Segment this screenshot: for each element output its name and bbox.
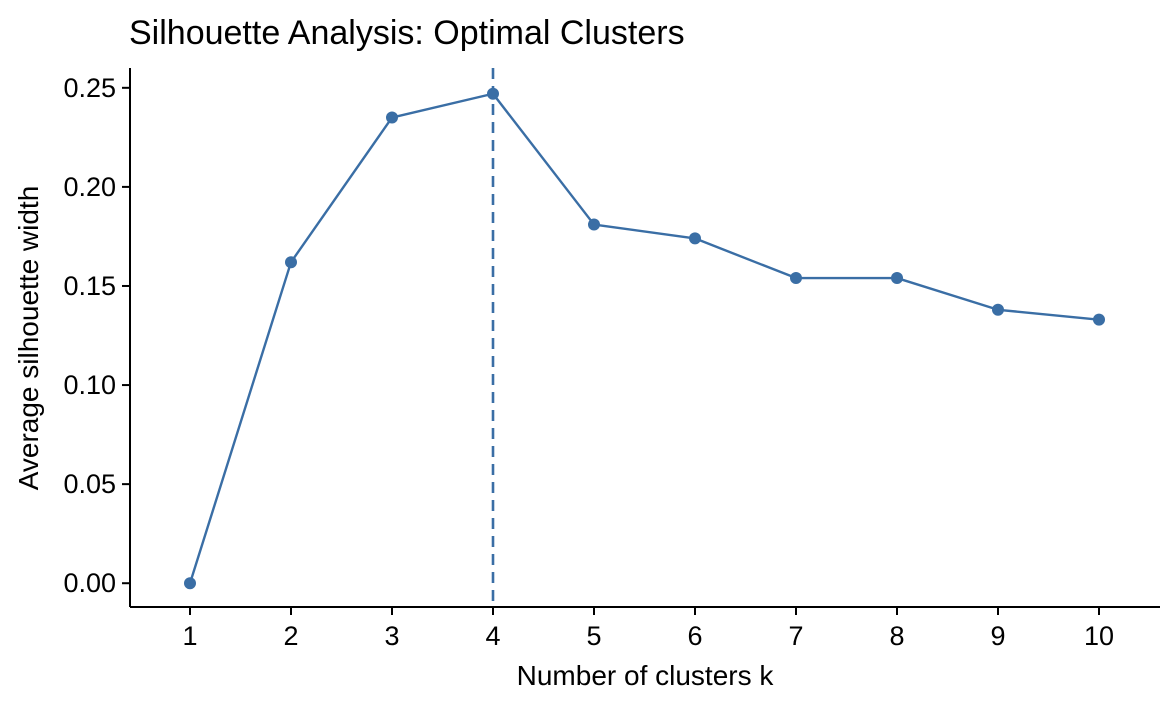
data-point-k2: [285, 256, 297, 269]
plot-area: [184, 68, 1105, 607]
chart-title: Silhouette Analysis: Optimal Clusters: [129, 14, 685, 52]
y-tick-label: 0.05: [63, 469, 116, 499]
x-tick-label: 9: [990, 621, 1005, 651]
data-point-k6: [689, 232, 701, 245]
x-tick-label: 10: [1084, 621, 1114, 651]
series-line: [188, 92, 1100, 584]
x-tick-label: 1: [182, 621, 197, 651]
x-tick-label: 6: [687, 621, 702, 651]
data-point-k5: [588, 218, 600, 231]
data-point-k9: [992, 303, 1004, 316]
data-point-k8: [891, 272, 903, 285]
y-axis-title: Average silhouette width: [13, 186, 44, 491]
x-tick-label: 2: [283, 621, 298, 651]
y-tick-label: 0.25: [63, 73, 116, 103]
x-axis-ticks: 1 2 3 4 5 6 7 8 9 10: [182, 607, 1114, 651]
x-tick-label: 4: [485, 621, 500, 651]
data-point-k10: [1093, 313, 1105, 326]
data-point-k3: [386, 111, 398, 124]
data-point-k1: [184, 577, 196, 590]
x-tick-label: 8: [889, 621, 904, 651]
x-tick-label: 5: [586, 621, 601, 651]
data-point-k7: [790, 272, 802, 285]
y-axis-ticks: 0.00 0.05 0.10 0.15 0.20 0.25: [63, 73, 130, 598]
x-axis-title: Number of clusters k: [517, 660, 775, 691]
y-tick-label: 0.00: [63, 568, 116, 598]
data-point-k4: [487, 87, 499, 100]
x-tick-label: 7: [788, 621, 803, 651]
y-tick-label: 0.10: [63, 370, 116, 400]
x-tick-label: 3: [384, 621, 399, 651]
y-tick-label: 0.20: [63, 172, 116, 202]
y-tick-label: 0.15: [63, 271, 116, 301]
